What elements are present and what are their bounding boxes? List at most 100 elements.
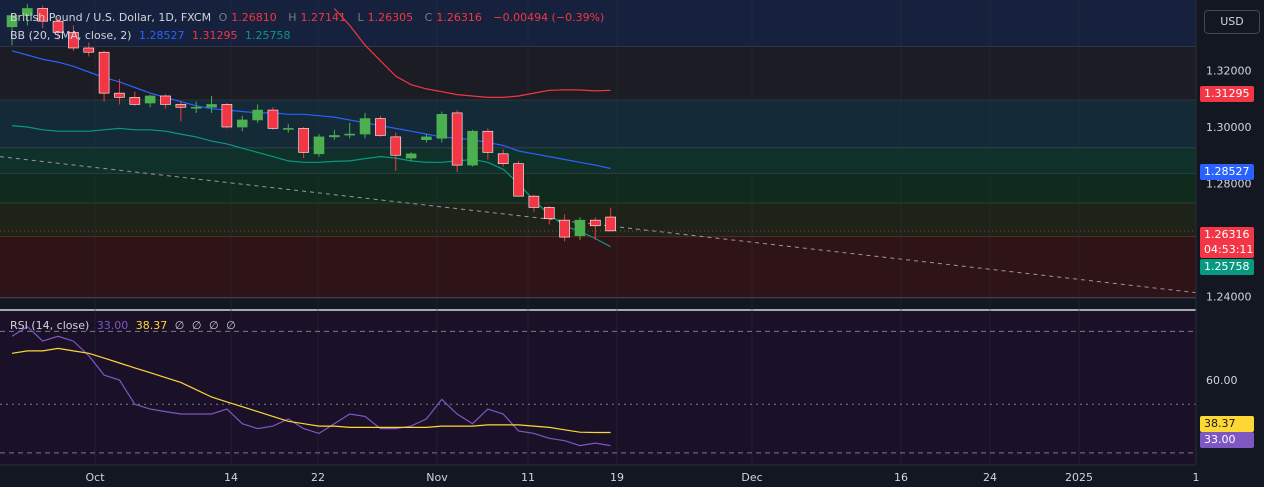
bb-lower-price-tag: 1.25758 [1200, 259, 1254, 275]
candle[interactable] [129, 91, 141, 106]
candle[interactable] [190, 101, 202, 113]
countdown-tag: 04:53:11 [1200, 242, 1254, 258]
candle[interactable] [236, 115, 248, 132]
candle[interactable] [574, 217, 586, 240]
candle[interactable] [344, 122, 356, 139]
candle[interactable] [83, 42, 95, 57]
candles[interactable] [6, 4, 616, 242]
zone-4 [0, 173, 1196, 204]
rsi-extra-4: ∅ [226, 319, 236, 332]
candle-body [405, 153, 417, 159]
rsi-value: 33.00 [96, 319, 129, 332]
candle[interactable] [22, 4, 33, 26]
candle[interactable] [98, 50, 110, 102]
candle[interactable] [37, 5, 49, 29]
candle[interactable] [589, 217, 601, 240]
candle[interactable] [390, 132, 402, 171]
candle-body [190, 106, 202, 109]
candle[interactable] [436, 111, 448, 143]
candle[interactable] [528, 194, 540, 212]
candle-body [482, 130, 494, 153]
candle[interactable] [543, 206, 555, 225]
candle[interactable] [6, 14, 18, 46]
candle[interactable] [375, 115, 386, 137]
open-value: O 1.26810 [218, 11, 277, 24]
candle[interactable] [267, 107, 279, 130]
bb-upper-price-tag: 1.31295 [1200, 86, 1254, 102]
candle-body [298, 128, 309, 153]
bb-title[interactable]: BB (20, SMA, close, 2) [10, 29, 132, 42]
candle-body [605, 216, 616, 232]
rsi-extra-3: ∅ [208, 319, 219, 332]
candle[interactable] [559, 214, 570, 242]
price-tick-label: 1.32000 [1206, 65, 1252, 78]
candle-body [83, 47, 95, 53]
candle-body [6, 15, 18, 28]
candle-body [52, 20, 64, 33]
candle[interactable] [144, 94, 156, 108]
time-tick-label: 1 [1193, 471, 1200, 484]
close-value: C 1.26316 [424, 11, 482, 24]
low-value: L 1.26305 [357, 11, 414, 24]
rsi-extra-2: ∅ [191, 319, 202, 332]
candle[interactable] [52, 16, 64, 40]
candle[interactable] [451, 110, 463, 173]
rsi-price-tag: 33.00 [1200, 432, 1254, 448]
time-tick-label: 16 [894, 471, 908, 484]
candle-body [359, 118, 371, 135]
candle-body [160, 95, 171, 105]
candle[interactable] [482, 128, 494, 160]
candle[interactable] [160, 94, 171, 109]
candle-body [129, 97, 141, 105]
bb-basis-value: 1.28527 [138, 29, 185, 42]
bb-basis-line [11, 50, 611, 170]
candle[interactable] [175, 101, 187, 122]
rsi-tick-label: 60.00 [1206, 374, 1238, 387]
candle[interactable] [329, 129, 340, 140]
candle-body [574, 219, 586, 236]
change-value: −0.00494 (−0.39%) [493, 11, 605, 24]
candle[interactable] [405, 152, 417, 161]
candle-body [114, 92, 125, 98]
candle[interactable] [497, 149, 509, 167]
rsi-ma-value: 38.37 [135, 319, 168, 332]
candle[interactable] [605, 207, 616, 232]
candle-body [252, 109, 263, 121]
candle-body [559, 219, 570, 238]
rsi-ma-line [11, 347, 611, 434]
rsi-line [11, 325, 611, 447]
rsi-title[interactable]: RSI (14, close) [10, 319, 90, 332]
symbol-title[interactable]: British Pound / U.S. Dollar, 1D, FXCM [10, 11, 212, 24]
candle[interactable] [252, 104, 263, 123]
time-tick-label: Nov [426, 471, 448, 484]
zone-1 [0, 46, 1196, 101]
candle[interactable] [68, 25, 79, 51]
candle-body [206, 104, 217, 108]
candle[interactable] [359, 112, 371, 139]
candle-body [421, 136, 432, 141]
candle-body [37, 8, 49, 22]
candle-body [528, 195, 540, 208]
currency-button[interactable]: USD [1204, 10, 1260, 34]
candle[interactable] [282, 124, 294, 133]
price-tick-label: 1.24000 [1206, 290, 1252, 303]
bb-upper-value: 1.31295 [191, 29, 238, 42]
candle[interactable] [206, 95, 217, 113]
candle-body [436, 114, 448, 139]
time-tick-label: 2025 [1065, 471, 1093, 484]
candle[interactable] [513, 160, 524, 197]
candle[interactable] [467, 129, 478, 167]
candle-body [497, 153, 509, 165]
candle[interactable] [421, 134, 432, 143]
candle-body [451, 112, 463, 166]
candle[interactable] [313, 134, 325, 157]
candle[interactable] [221, 103, 233, 129]
background-zones [0, 0, 1196, 311]
candle-body [329, 135, 340, 138]
candle[interactable] [298, 127, 309, 159]
bb-lower-line [11, 125, 611, 248]
candle[interactable] [114, 79, 125, 105]
candle-body [267, 109, 279, 129]
